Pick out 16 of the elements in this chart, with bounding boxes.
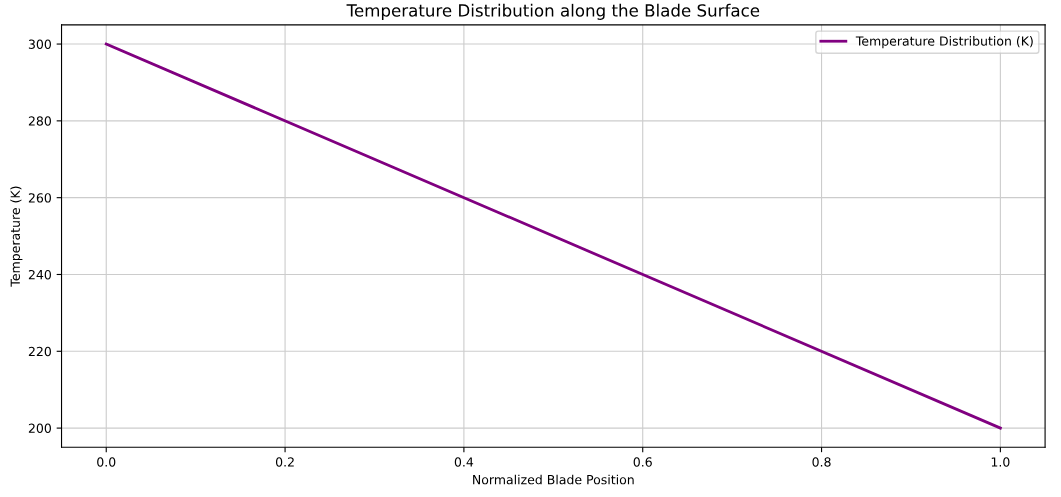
x-tick-label: 0.8 <box>812 457 831 467</box>
y-tick-label: 300 <box>28 39 51 49</box>
y-tick-label: 260 <box>28 193 51 203</box>
y-tick-label: 220 <box>28 346 51 357</box>
legend-label: Temperature Distribution (K) <box>855 36 1033 49</box>
chart-title: Temperature Distribution along the Blade Surface <box>346 3 760 20</box>
x-tick-label: 0.6 <box>633 457 652 467</box>
x-tick-label: 0.2 <box>275 457 294 467</box>
x-tick-label: 1.0 <box>991 457 1010 467</box>
y-tick-label: 200 <box>28 423 51 434</box>
y-tick-label: 240 <box>28 269 51 280</box>
y-tick-label: 280 <box>28 116 51 126</box>
x-tick-label: 0.0 <box>97 457 116 467</box>
x-axis-title: Normalized Blade Position <box>473 474 634 485</box>
x-tick-label: 0.4 <box>454 457 474 467</box>
y-axis-title: Temperature (K) <box>10 186 23 287</box>
